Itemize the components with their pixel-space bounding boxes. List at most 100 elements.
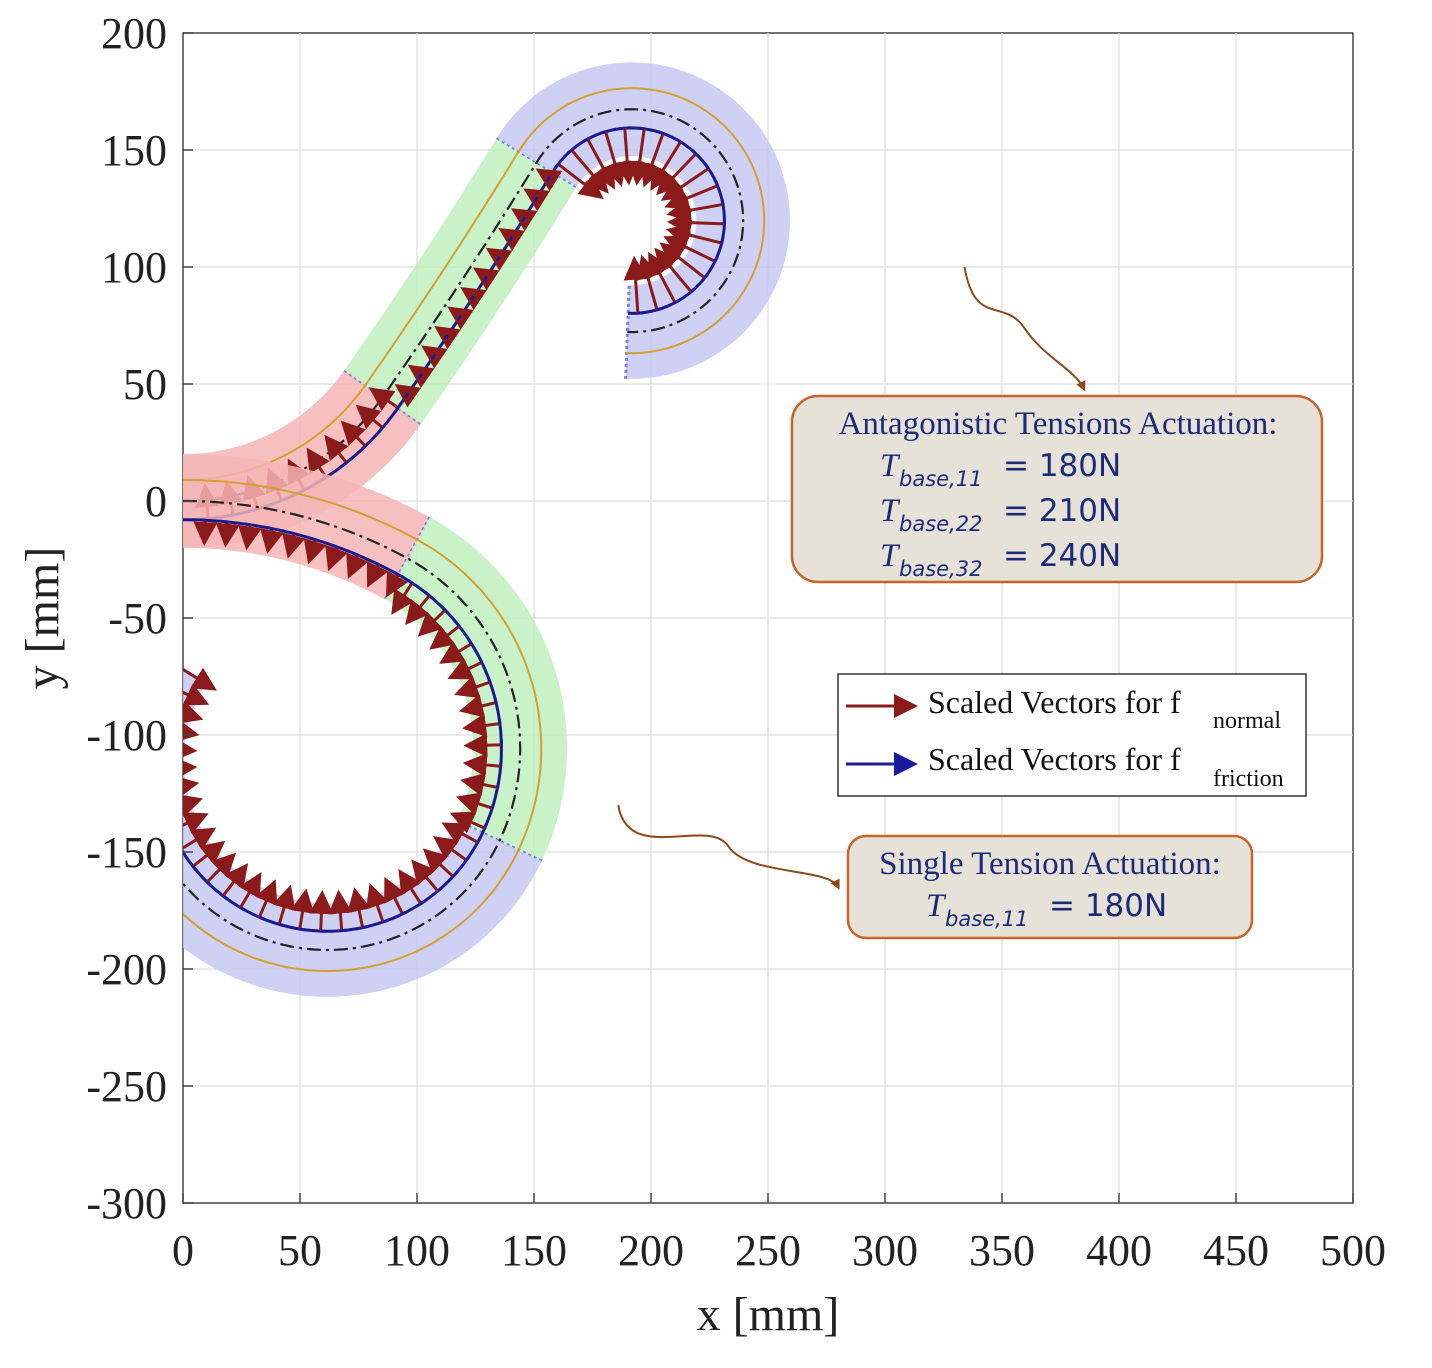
- legend-label-normal: Scaled Vectors for f: [928, 684, 1181, 720]
- tendon-outer: [183, 87, 766, 481]
- friction-vector: [393, 570, 400, 577]
- normal-vector: [183, 775, 200, 799]
- legend: Scaled Vectors for f normal Scaled Vecto…: [837, 673, 1307, 797]
- normal-vector: [255, 879, 278, 918]
- friction-vector: [341, 461, 348, 468]
- friction-vector: [691, 149, 697, 155]
- normal-vector: [535, 168, 563, 192]
- robot-single: [183, 454, 567, 997]
- friction-vector: [440, 605, 447, 612]
- friction-vector: [545, 176, 551, 183]
- eq-symbol: T: [880, 538, 901, 574]
- friction-vector: [553, 163, 560, 170]
- friction-vector: [497, 718, 502, 724]
- normal-vector: [458, 694, 497, 718]
- x-tick-label: 300: [852, 1226, 918, 1275]
- friction-vector: [483, 822, 489, 829]
- eq-subscript: base,11: [899, 467, 982, 491]
- x-tick-label: 250: [735, 1226, 801, 1275]
- normal-vector: [391, 582, 415, 615]
- normal-vector: [272, 884, 296, 925]
- antagonistic-box: [790, 394, 1324, 584]
- eq-value: = 180N: [1049, 888, 1167, 924]
- normal-vector: [441, 822, 479, 845]
- eq-value: = 180N: [1003, 448, 1121, 484]
- tendon-outer: [183, 478, 543, 972]
- friction-vector: [467, 638, 473, 645]
- normal-vector: [666, 210, 725, 235]
- normal-vector: [183, 737, 198, 762]
- friction-vector: [373, 560, 380, 566]
- friction-vector: [258, 915, 265, 921]
- normal-vector: [447, 657, 483, 680]
- single-eq-1: T base,11 = 180N: [926, 888, 1167, 931]
- normal-vector: [454, 675, 491, 699]
- normal-vector: [183, 683, 210, 706]
- single-annotation: Single Tension Actuation: T base,11 = 18…: [846, 834, 1254, 940]
- normal-vector: [421, 345, 448, 369]
- legend-entry-friction: Scaled Vectors for f friction: [846, 741, 1284, 792]
- normal-vector: [394, 383, 422, 408]
- section-disk: [496, 136, 578, 189]
- normal-vector: [309, 889, 334, 932]
- friction-vector: [352, 551, 359, 557]
- callout-arrow-1: [963, 266, 1086, 392]
- single-box: [846, 834, 1254, 940]
- x-tick-label: 350: [969, 1226, 1035, 1275]
- antagonistic-title: Antagonistic Tensions Actuation:: [839, 406, 1278, 442]
- friction-vector: [720, 237, 725, 244]
- robot-curves: [183, 62, 790, 997]
- x-axis-title: x [mm]: [697, 1288, 840, 1341]
- friction-vector: [382, 918, 389, 924]
- y-tick-label: -200: [86, 945, 167, 994]
- friction-vector: [288, 530, 295, 536]
- section-body-3: [496, 62, 790, 379]
- callout-arrow-2: [617, 805, 840, 890]
- y-tick-label: 0: [145, 477, 167, 526]
- normal-vector: [432, 836, 468, 862]
- legend-sub-friction: friction: [1213, 766, 1284, 792]
- normal-vector: [324, 434, 349, 464]
- normal-vector: [366, 560, 389, 588]
- normal-vector: [355, 404, 384, 430]
- friction-vector: [675, 137, 682, 144]
- callout-arrows: [617, 266, 1086, 890]
- normal-vector: [282, 532, 306, 559]
- eq-symbol: T: [926, 888, 947, 924]
- friction-vector: [486, 676, 492, 683]
- y-tick-label: -250: [86, 1062, 167, 1111]
- eq-subscript: base,22: [899, 512, 982, 536]
- friction-vector: [674, 298, 681, 304]
- normal-vector: [303, 538, 327, 565]
- friction-vector: [191, 865, 198, 872]
- normal-vector: [193, 520, 218, 547]
- friction-vector: [582, 137, 589, 143]
- friction-vector: [430, 353, 436, 360]
- friction-vector: [704, 163, 710, 170]
- friction-vector: [465, 855, 471, 862]
- friction-vector: [206, 880, 212, 887]
- normal-vector: [429, 624, 461, 650]
- friction-vector: [454, 621, 461, 628]
- eq-value: = 240N: [1003, 538, 1121, 574]
- y-tick-label: -50: [108, 594, 167, 643]
- friction-vector: [443, 334, 450, 341]
- normal-vector: [325, 544, 348, 572]
- normal-vector: [346, 552, 369, 580]
- eq-value: = 210N: [1003, 493, 1121, 529]
- friction-vector: [403, 392, 410, 399]
- normal-vector: [215, 521, 240, 548]
- friction-vector: [310, 536, 317, 542]
- friction-vector: [493, 697, 498, 703]
- friction-vector: [703, 272, 710, 279]
- friction-vector: [222, 519, 229, 524]
- normal-vector: [434, 325, 461, 350]
- y-tick-label: 50: [123, 360, 167, 409]
- normal-vector: [510, 208, 538, 232]
- x-tick-label: 400: [1086, 1226, 1152, 1275]
- normal-vector: [347, 887, 371, 928]
- normal-vector: [328, 889, 353, 931]
- normal-vector: [449, 811, 486, 834]
- friction-vector: [720, 199, 725, 205]
- eq-subscript: base,11: [945, 907, 1028, 931]
